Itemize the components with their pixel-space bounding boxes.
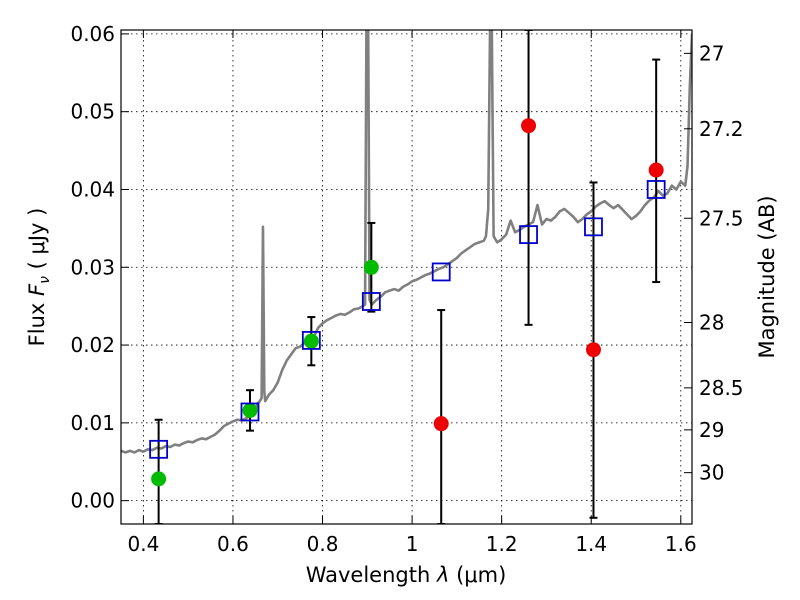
model-square-point (584, 217, 603, 237)
y-axis-label: Flux Fν ( μJy ) (25, 208, 53, 347)
x-tick-label: 1.2 (486, 532, 518, 556)
x-tick-label: 0.4 (127, 532, 159, 556)
green-data-point (151, 471, 167, 487)
y2-axis-label: Magnitude (AB) (755, 195, 779, 358)
plot-frame (120, 29, 693, 525)
red-data-point (585, 342, 601, 358)
y2-tick-label: 29 (699, 418, 724, 442)
x-tick-label: 1 (406, 532, 419, 556)
red-data-point (521, 118, 537, 134)
y2-tick-label: 28 (699, 311, 724, 335)
model-square-point (519, 225, 538, 245)
model-square-point (361, 292, 381, 311)
grid-lines (121, 30, 692, 524)
model-square-point (301, 331, 321, 350)
x-tick-label: 0.8 (307, 532, 339, 556)
model-square-point (431, 262, 451, 282)
y2-tick-label: 27 (699, 41, 724, 65)
x-tick-label: 1.6 (665, 532, 697, 556)
spectrum-line (121, 30, 692, 454)
y-tick-label: 0.02 (70, 333, 115, 357)
x-tick-label: 1.4 (575, 532, 607, 556)
red-data-point (648, 162, 664, 178)
y-tick-label: 0.00 (70, 489, 115, 513)
y2-tick-label: 27.2 (699, 117, 744, 141)
y-tick-label: 0.04 (70, 177, 115, 201)
y-tick-label: 0.05 (70, 100, 115, 124)
green-data-point (242, 402, 258, 418)
y-tick-label: 0.03 (70, 255, 115, 279)
x-tick-label: 0.6 (217, 532, 249, 556)
axis-ticks: 0.4 0.6 0.8 1 1.2 1.4 1.6 0.00 0.01 0.02 0.03 0.04 0… (70, 22, 743, 556)
red-data-point (433, 416, 449, 432)
green-data-point (363, 259, 379, 275)
y2-tick-label: 30 (699, 461, 724, 485)
y2-tick-label: 28.5 (699, 376, 744, 400)
y-tick-label: 0.01 (70, 411, 115, 435)
plot-area (121, 30, 692, 524)
y-tick-label: 0.06 (70, 22, 115, 46)
x-axis-label: Wavelength λ (μm) (306, 563, 507, 587)
green-data-point (303, 333, 319, 349)
model-square-point (149, 439, 169, 459)
model-square-point (240, 402, 260, 422)
y2-tick-label: 27.5 (699, 206, 744, 230)
model-square-point (646, 180, 666, 199)
